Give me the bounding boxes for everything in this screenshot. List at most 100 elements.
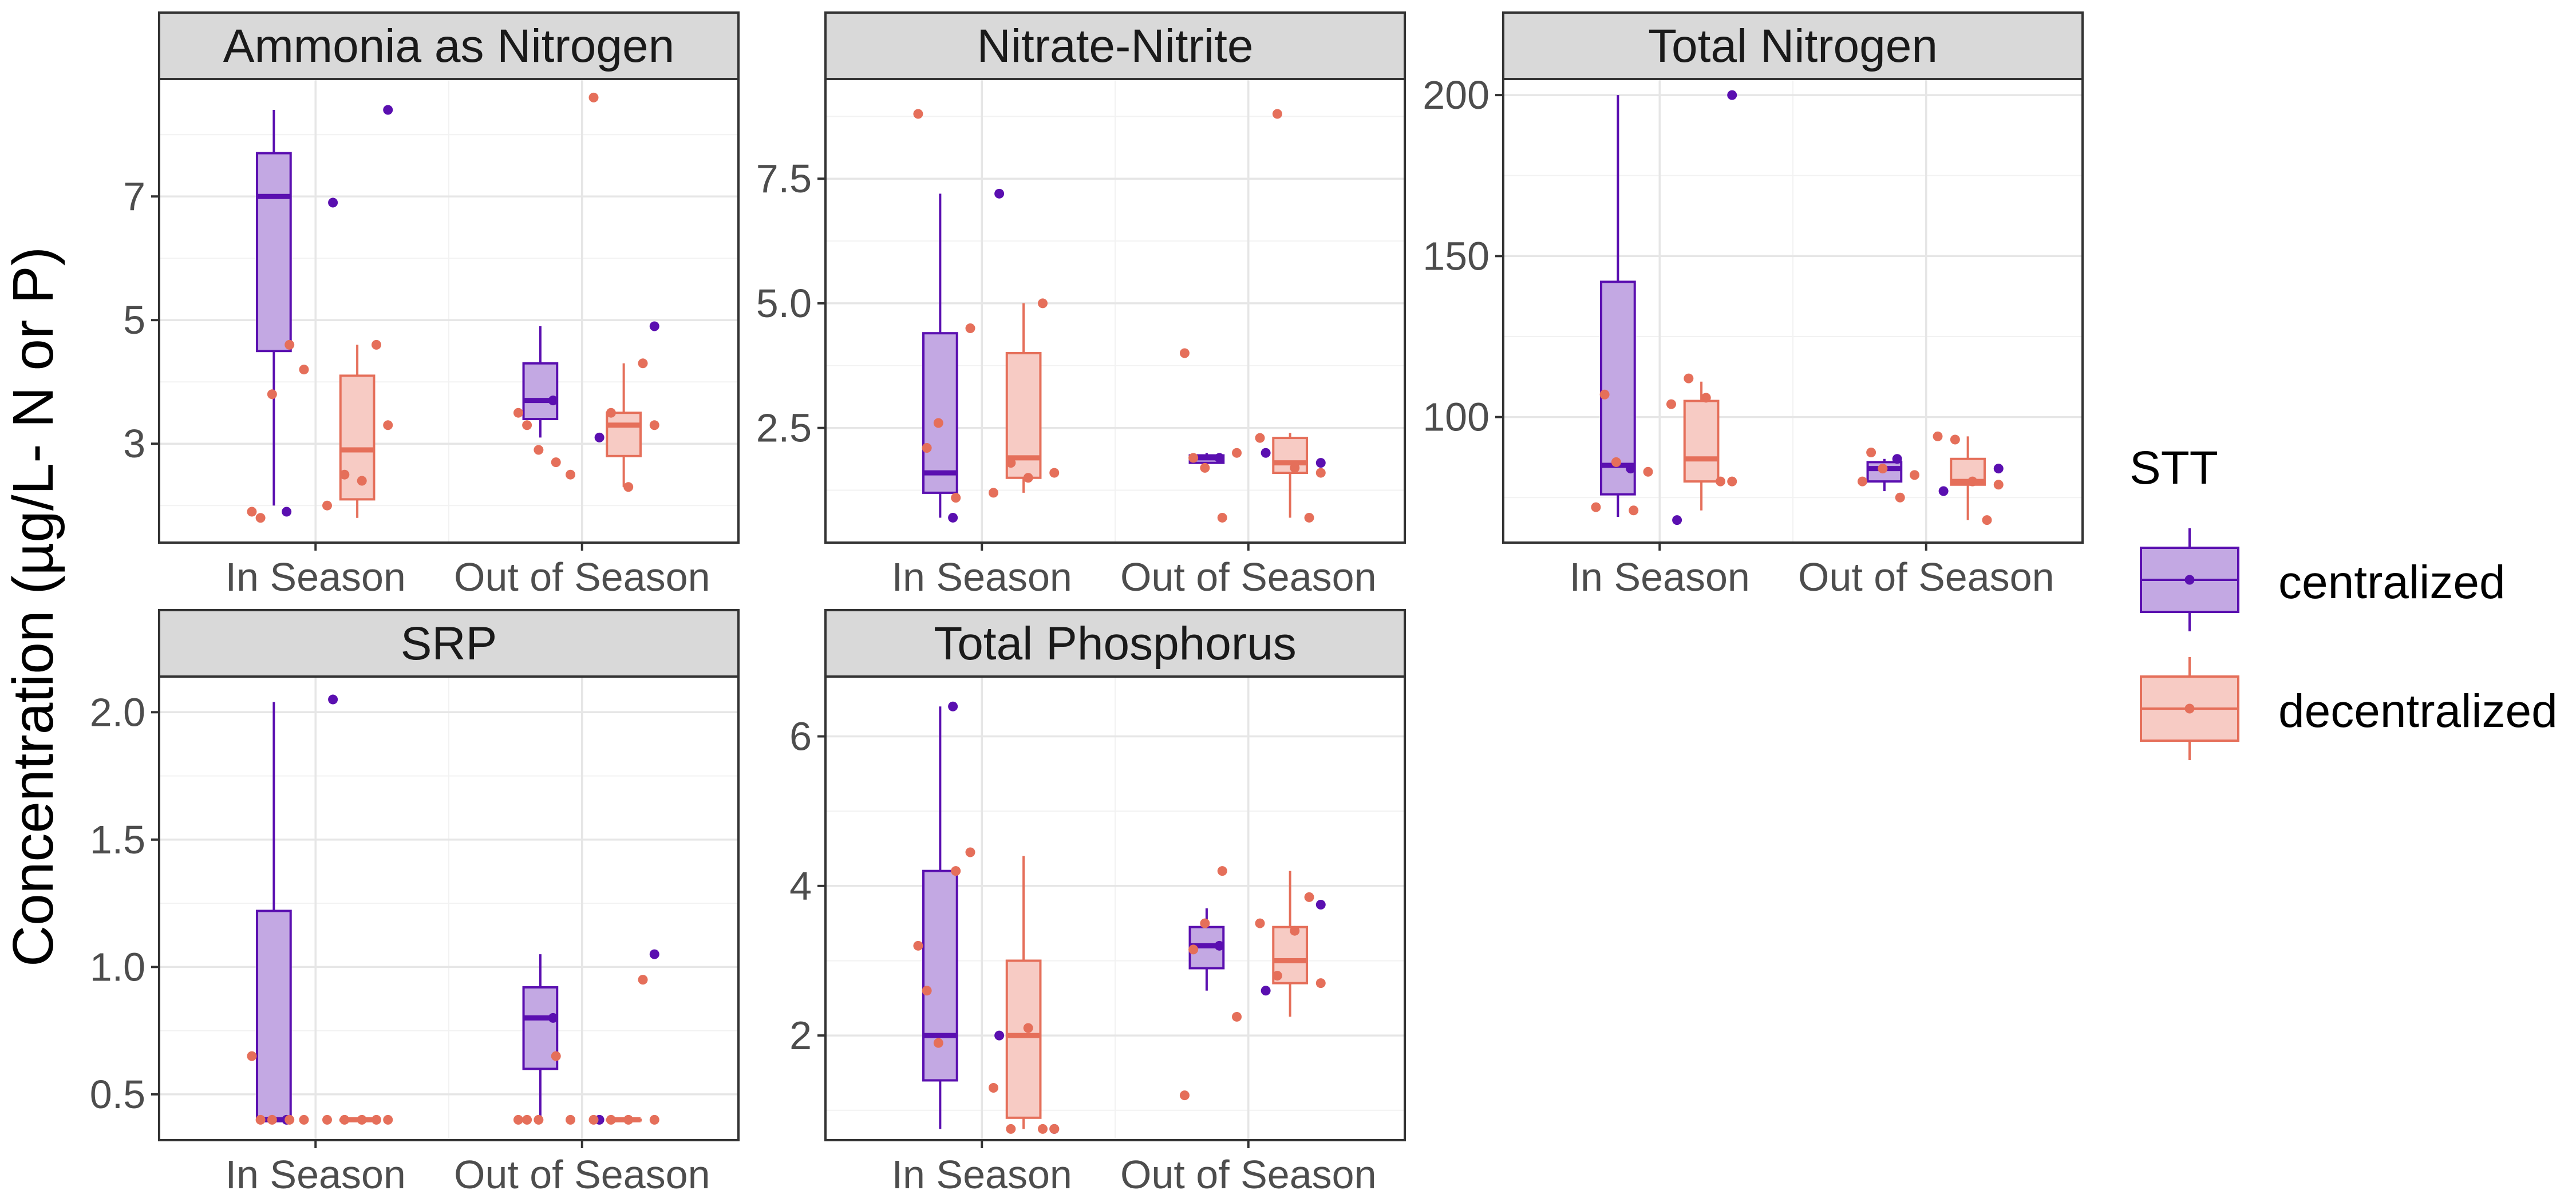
facet-panels: Ammonia as Nitrogen 3 5 7 In Season Out of Se…	[90, 11, 2084, 1197]
points-out-of-season-decentralized	[1179, 109, 1326, 523]
box-out-of-season-decentralized	[606, 363, 642, 487]
data-point	[339, 469, 350, 480]
box-out-of-season-decentralized	[1272, 433, 1308, 518]
data-point	[649, 1114, 659, 1125]
data-point	[1038, 298, 1048, 309]
points-out-of-season-centralized	[1214, 899, 1326, 996]
data-point	[988, 1083, 998, 1093]
box-iqr	[606, 412, 642, 457]
data-point	[1938, 486, 1949, 496]
data-point	[1255, 433, 1265, 443]
data-point	[322, 500, 332, 511]
data-point	[594, 432, 605, 442]
data-point	[922, 986, 932, 996]
data-point	[255, 513, 266, 523]
facet-title: Ammonia as Nitrogen	[223, 20, 674, 72]
data-point	[1315, 899, 1326, 910]
data-point	[282, 507, 292, 517]
facet-strip	[824, 11, 1406, 80]
data-point	[1950, 434, 1960, 445]
legend-point	[2184, 575, 2195, 585]
points-in-season-decentralized	[247, 1051, 393, 1125]
data-point	[1967, 476, 1978, 487]
data-point	[606, 408, 616, 418]
data-point	[1006, 458, 1016, 468]
facet-title: Total Phosphorus	[934, 618, 1297, 670]
data-point	[551, 457, 561, 468]
x-tick-label: In Season	[892, 1152, 1072, 1197]
facet-strip	[158, 11, 740, 80]
data-point	[383, 420, 393, 430]
data-point	[965, 847, 975, 857]
data-point	[247, 1051, 257, 1061]
data-point	[1290, 926, 1300, 936]
data-point	[1261, 448, 1271, 458]
box-in-season-decentralized	[1005, 303, 1042, 493]
data-point	[1188, 944, 1199, 955]
facet-strip	[1502, 11, 2084, 80]
data-point	[1857, 476, 1867, 487]
data-point	[994, 1030, 1005, 1041]
data-point	[1304, 892, 1314, 902]
legend-point	[2184, 703, 2195, 714]
x-tick-label: In Season	[892, 555, 1072, 599]
data-point	[1214, 453, 1224, 463]
box-iqr	[256, 910, 292, 1121]
data-point	[339, 1114, 350, 1125]
points-out-of-season-decentralized	[1857, 431, 2004, 525]
data-point	[1666, 399, 1676, 409]
data-point	[328, 197, 338, 208]
data-point	[1188, 453, 1199, 463]
y-tick-label: 7	[123, 174, 145, 219]
y-tick-label: 150	[1423, 234, 1490, 278]
box-in-season-decentralized	[1683, 381, 1720, 511]
points-out-of-season-centralized	[548, 321, 659, 442]
facet-panel-total-phosphorus: Total Phosphorus 2 4 6 In Season Out of Seaso…	[789, 609, 1406, 1197]
data-point	[1866, 448, 1876, 457]
points-in-season-decentralized	[247, 339, 393, 523]
data-point	[1895, 492, 1905, 503]
y-tick-label: 2.5	[756, 406, 812, 450]
data-point	[994, 188, 1005, 199]
x-tick-label: Out of Season	[454, 555, 710, 599]
data-point	[1993, 480, 2004, 490]
data-point	[267, 1114, 277, 1125]
data-point	[1878, 464, 1888, 474]
y-tick-label: 100	[1423, 395, 1490, 440]
data-point	[1611, 457, 1621, 467]
y-tick-label: 5.0	[756, 281, 812, 326]
data-point	[951, 493, 961, 503]
data-point	[1716, 476, 1725, 487]
data-point	[1200, 918, 1210, 928]
data-point	[372, 1114, 381, 1125]
facet-title: Total Nitrogen	[1648, 20, 1938, 72]
data-point	[948, 512, 958, 523]
data-point	[357, 476, 367, 486]
data-point	[1643, 466, 1653, 477]
points-out-of-season-decentralized	[1179, 866, 1326, 1101]
y-axis-title: Concentration (µg/L- N or P)	[1, 247, 65, 967]
data-point	[1049, 468, 1060, 478]
data-point	[328, 694, 338, 705]
data-point	[1200, 462, 1210, 473]
y-tick-label: 1.5	[90, 817, 145, 862]
data-point	[1023, 1023, 1033, 1033]
data-point	[513, 1114, 523, 1125]
legend-label-centralized: centralized	[2278, 556, 2506, 608]
data-point	[383, 105, 393, 115]
data-point	[1626, 464, 1636, 474]
data-point	[1684, 373, 1694, 383]
data-point	[922, 443, 932, 453]
facet-panel-ammonia-as-nitrogen: Ammonia as Nitrogen 3 5 7 In Season Out of Se…	[123, 11, 740, 599]
facet-title: Nitrate-Nitrite	[977, 20, 1254, 72]
facet-panel-nitrate-nitrite: Nitrate-Nitrite 2.5 5.0 7.5 In Season Out of …	[756, 11, 1406, 599]
x-tick-label: In Season	[226, 555, 406, 599]
data-point	[1910, 470, 1920, 480]
data-point	[1290, 462, 1300, 473]
data-point	[1232, 1011, 1242, 1022]
data-point	[1892, 454, 1902, 464]
box-in-season-decentralized	[1005, 856, 1042, 1129]
data-point	[566, 469, 576, 480]
data-point	[1006, 1124, 1016, 1134]
data-point	[1315, 978, 1326, 989]
